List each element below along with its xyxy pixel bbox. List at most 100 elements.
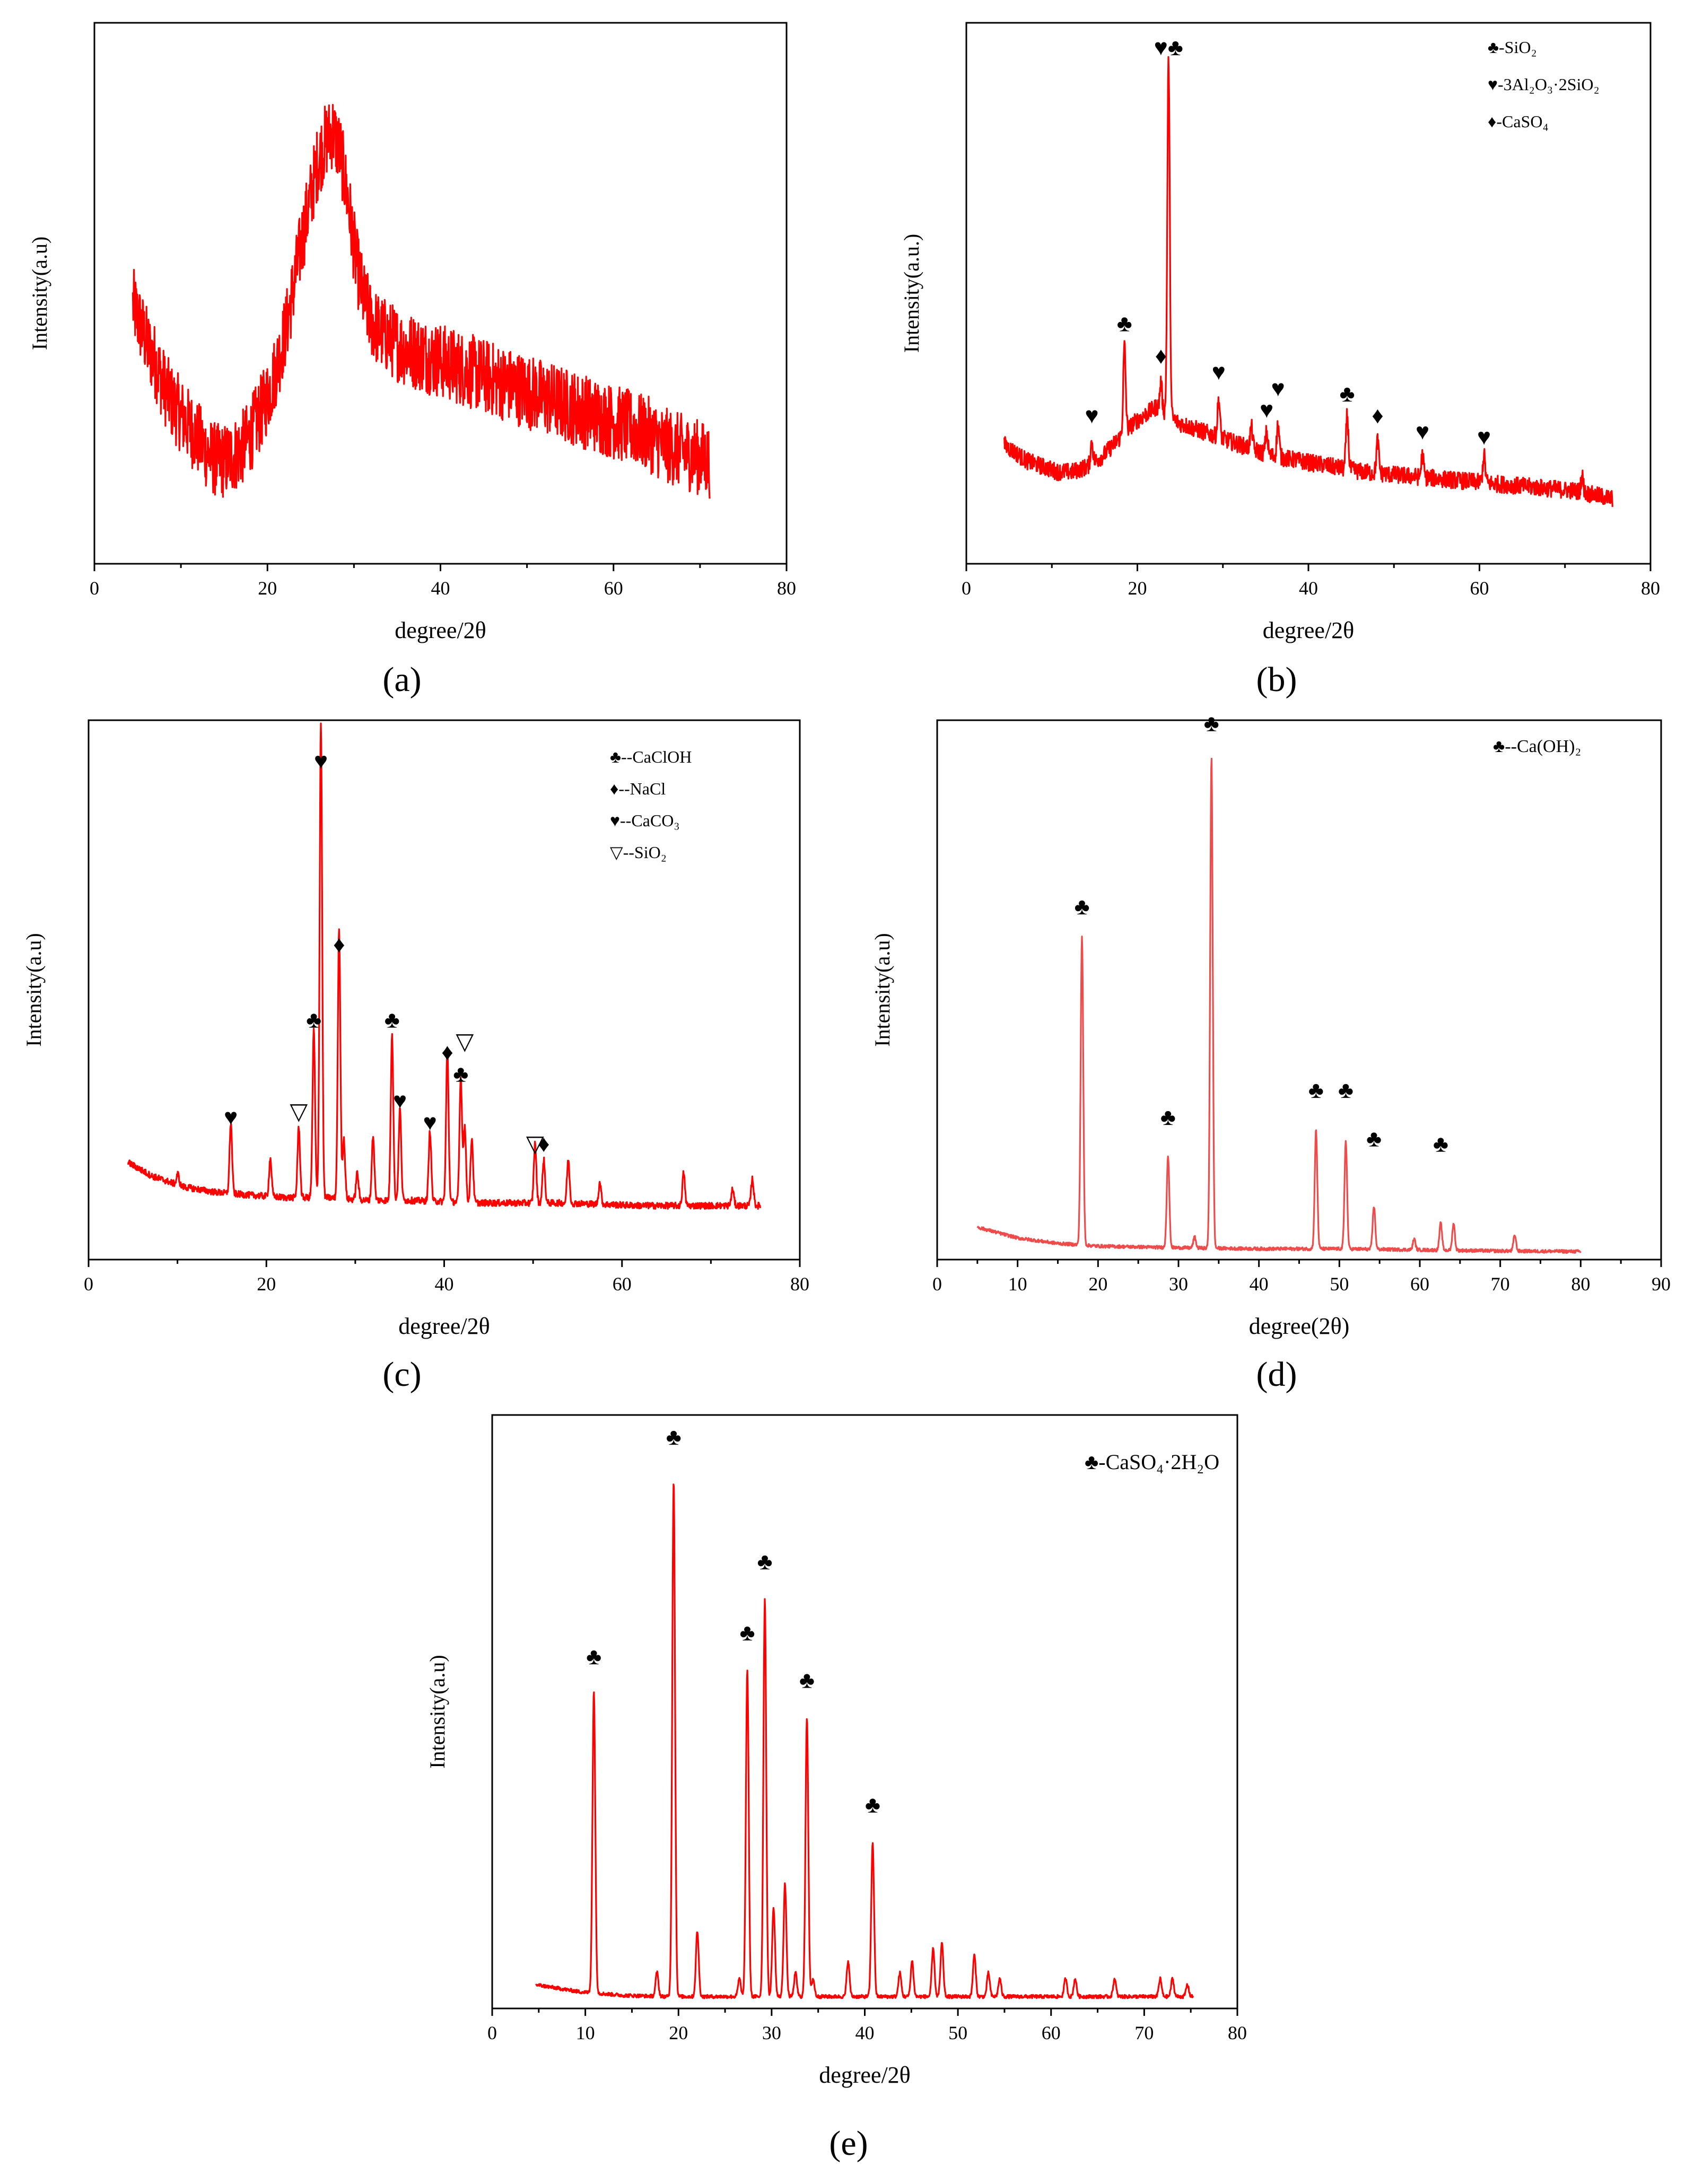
panel-label: (d) [1256, 1355, 1297, 1394]
x-tick-label: 0 [90, 578, 99, 599]
peak-marker: ♥♣ [1154, 34, 1183, 60]
panel-label: (b) [1256, 660, 1297, 699]
peak-marker: ♥ [1271, 375, 1285, 401]
x-tick-label: 60 [604, 578, 623, 599]
x-tick-label: 20 [258, 578, 277, 599]
xrd-trace-line [976, 757, 1582, 1254]
x-tick-label: 40 [431, 578, 450, 599]
x-axis-label: degree/2θ [398, 1313, 490, 1339]
x-tick-label: 80 [777, 578, 796, 599]
x-tick-label: 20 [1128, 578, 1147, 599]
x-tick-label: 0 [932, 1273, 942, 1295]
peak-marker: ♣ [865, 1792, 880, 1818]
peak-marker: ♣ [1204, 710, 1219, 736]
x-tick-label: 10 [576, 2022, 595, 2043]
peak-marker: ♣ [1433, 1131, 1448, 1157]
x-tick-label: 40 [855, 2022, 875, 2043]
xrd-trace-line [535, 1483, 1194, 1999]
peak-marker: ♣ [799, 1667, 815, 1693]
peak-marker: ♦ [333, 931, 345, 957]
x-tick-label: 50 [1330, 1273, 1349, 1295]
panel-label: (c) [382, 1355, 421, 1394]
legend-entry: ♣--Ca(OH)₂ [1493, 737, 1581, 756]
peak-marker: ♣ [385, 1007, 400, 1033]
legend-entry: ♦--NaCl [610, 779, 666, 798]
y-axis-label: Intensity(a.u) [425, 1655, 449, 1768]
peak-marker: ♥ [314, 748, 328, 774]
peak-marker: ♣ [1075, 894, 1090, 920]
x-tick-label: 70 [1134, 2022, 1154, 2043]
peak-marker: ♣ [1366, 1125, 1382, 1151]
peak-marker: ▽ [526, 1131, 544, 1157]
y-axis-label: Intensity(a.u) [870, 933, 894, 1046]
x-tick-label: 0 [962, 578, 971, 599]
x-tick-label: 60 [1470, 578, 1489, 599]
x-tick-label: 40 [435, 1273, 454, 1295]
peak-marker: ♥ [423, 1110, 437, 1135]
peak-marker: ♣ [666, 1424, 682, 1450]
x-tick-label: 20 [669, 2022, 688, 2043]
legend-entry: ♣-SiO₂ [1488, 38, 1537, 57]
peak-marker: ♥ [1477, 424, 1491, 450]
peak-marker: ♦ [1372, 403, 1383, 429]
x-tick-label: 70 [1491, 1273, 1510, 1295]
peak-marker: ♣ [757, 1549, 773, 1575]
xrd-trace-line [132, 104, 711, 499]
peak-marker: ♥ [1085, 403, 1098, 429]
peak-marker: ♥ [393, 1088, 407, 1114]
chart-panel-d: 0 10 20 30 40 50 60 70 80 90 degree(2θ) Intensity(a… [870, 710, 1671, 1394]
peak-marker: ♣ [306, 1007, 321, 1033]
x-tick-label: 80 [1641, 578, 1660, 599]
plot-frame [491, 1414, 1238, 2010]
panel-label: (e) [829, 2124, 868, 2163]
plot-frame [936, 719, 1662, 1261]
legend-entry: ♣--CaClOH [610, 747, 692, 766]
chart-panel-b: 0 20 40 60 80 degree/2θ Intensity(a.u.) (b) ♥♣ ♦ ♥… [900, 22, 1660, 699]
legend-entry: ▽--SiO₂ [610, 843, 667, 862]
peak-marker: ♣ [1160, 1104, 1176, 1130]
y-axis-label: Intensity(a.u) [28, 237, 51, 350]
peak-marker: ♥ [1260, 397, 1273, 423]
peak-marker: ♣ [453, 1061, 468, 1087]
panel-label: (a) [382, 660, 421, 699]
peak-marker: ♥ [1416, 418, 1429, 444]
x-tick-label: 40 [1250, 1273, 1269, 1295]
x-tick-label: 20 [1088, 1273, 1107, 1295]
x-tick-label: 80 [1228, 2022, 1247, 2043]
legend-entry: ♥--CaCO₃ [610, 811, 679, 830]
chart-panel-a: 0 20 40 60 80 degree/2θ Intensity(a.u) (a) [28, 22, 796, 699]
xrd-trace-line [1003, 56, 1613, 507]
x-axis-label: degree/2θ [1263, 617, 1355, 643]
legend-entry: ♥-3Al₂O₃·2SiO₂ [1488, 75, 1600, 94]
x-tick-label: 20 [257, 1273, 276, 1295]
x-tick-label: 0 [487, 2022, 497, 2043]
x-tick-label: 60 [1410, 1273, 1429, 1295]
x-tick-label: 0 [84, 1273, 93, 1295]
peak-marker: ♥ [224, 1104, 238, 1130]
x-axis-label: degree/2θ [395, 617, 486, 643]
x-tick-label: 60 [613, 1273, 632, 1295]
peak-marker: ♣ [586, 1644, 601, 1670]
xrd-trace-line [127, 722, 762, 1210]
peak-marker: ▽ [456, 1028, 474, 1054]
x-tick-label: 80 [1571, 1273, 1590, 1295]
x-tick-label: 60 [1042, 2022, 1061, 2043]
peak-marker: ♦ [441, 1039, 453, 1065]
x-tick-label: 50 [948, 2022, 967, 2043]
y-axis-label: Intensity(a.u.) [900, 234, 923, 353]
x-tick-label: 10 [1008, 1273, 1027, 1295]
peak-marker: ♦ [1155, 343, 1167, 369]
peak-marker: ▽ [290, 1099, 308, 1125]
x-tick-label: 80 [790, 1273, 809, 1295]
x-axis-label: degree/2θ [819, 2062, 911, 2088]
x-tick-label: 30 [762, 2022, 781, 2043]
y-axis-label: Intensity(a.u) [22, 933, 46, 1046]
chart-panel-e: 0 10 20 30 40 50 60 70 80 degree/2θ Intensity(a.u)… [425, 1414, 1247, 2163]
peak-marker: ♦ [538, 1131, 549, 1157]
chart-panel-c: 0 20 40 60 80 degree/2θ Intensity(a.u) (c) ♥ ▽ ♣ ♥ ♦… [22, 719, 809, 1394]
x-tick-label: 90 [1652, 1273, 1671, 1295]
legend-entry: ♣-CaSO₄·2H₂O [1085, 1450, 1219, 1474]
x-tick-label: 40 [1299, 578, 1318, 599]
peak-marker: ♥ [1212, 359, 1226, 385]
